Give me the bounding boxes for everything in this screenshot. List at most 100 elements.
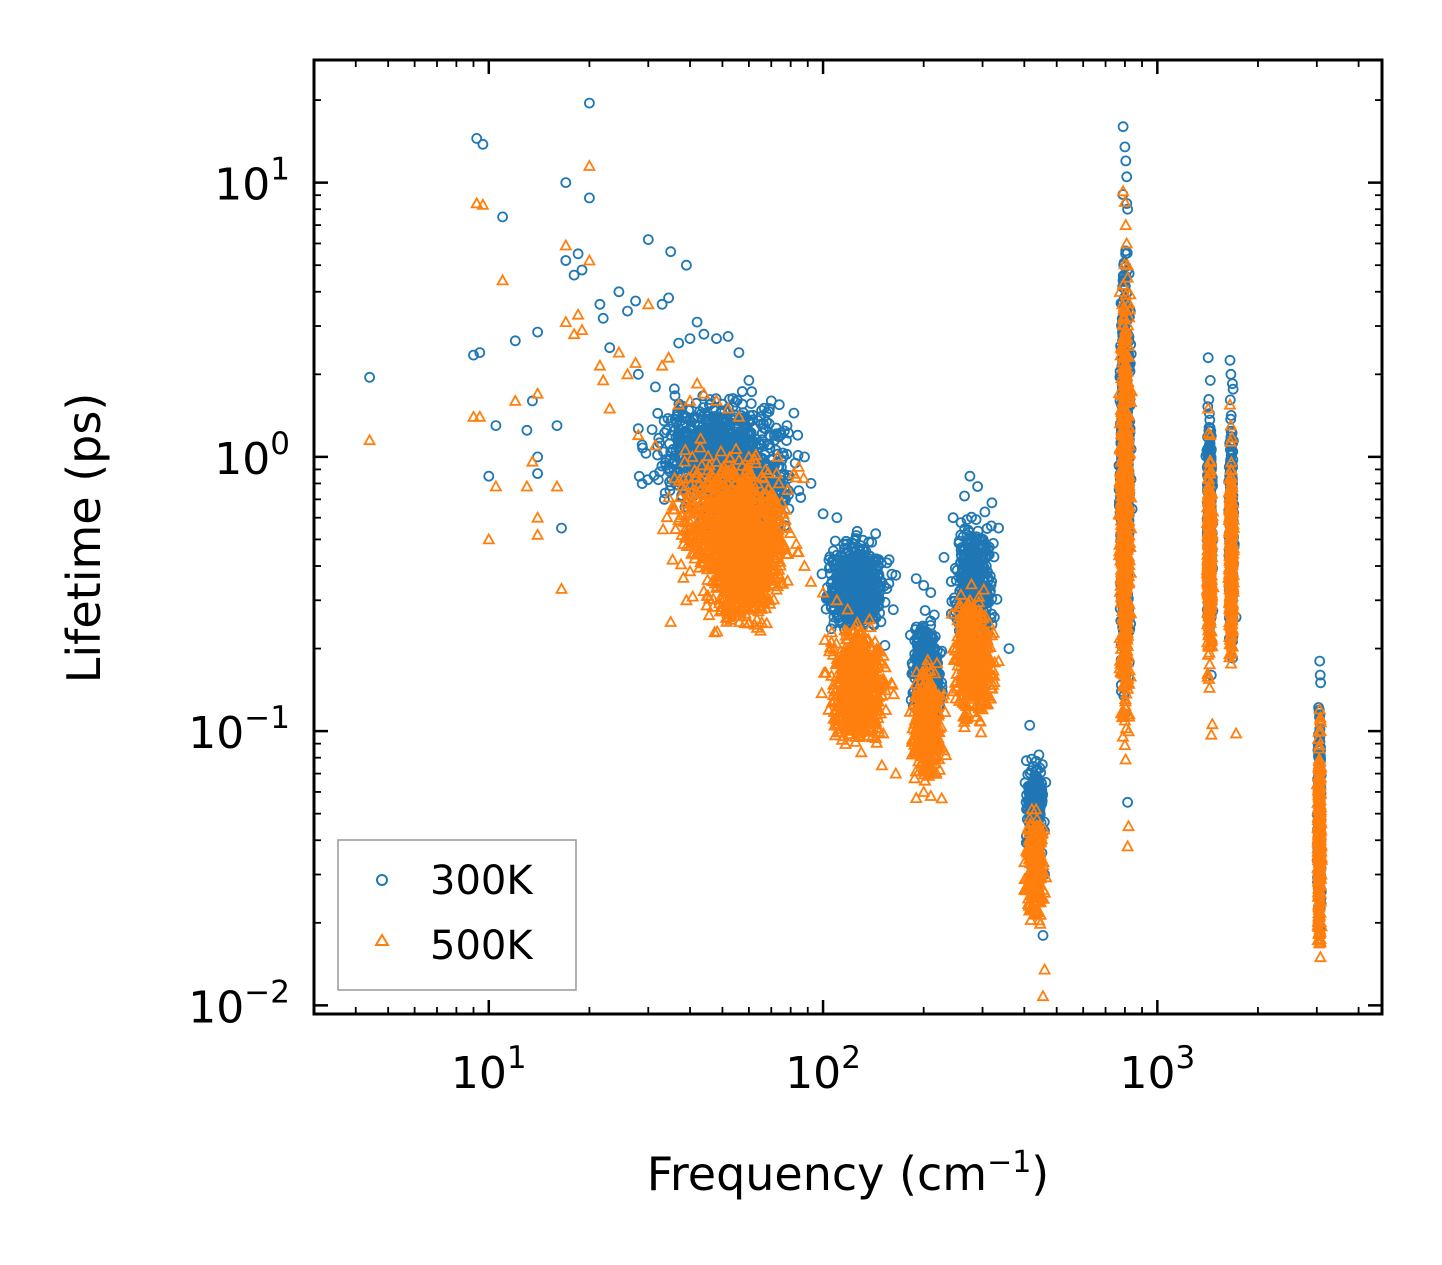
point-300K xyxy=(1203,425,1215,437)
point-300K xyxy=(965,550,977,561)
point-300K xyxy=(938,552,950,563)
point-300K xyxy=(988,551,1000,563)
point-300K xyxy=(764,438,775,450)
point-300K xyxy=(483,470,495,482)
point-300K xyxy=(829,535,841,547)
point-300K xyxy=(584,97,595,109)
point-300K xyxy=(716,436,728,448)
point-300K xyxy=(853,585,865,597)
point-300K xyxy=(1224,394,1236,406)
point-300K xyxy=(918,580,930,591)
point-300K xyxy=(1121,171,1133,183)
point-300K xyxy=(965,533,977,545)
point-300K xyxy=(490,420,502,432)
point-300K xyxy=(964,470,976,482)
point-300K xyxy=(1202,401,1214,413)
point-300K xyxy=(887,604,899,616)
point-300K xyxy=(691,453,702,465)
point-300K xyxy=(1122,796,1133,808)
point-300K xyxy=(795,492,807,503)
point-300K xyxy=(661,424,673,436)
point-300K xyxy=(698,328,710,340)
point-300K xyxy=(1019,777,1031,789)
point-300K xyxy=(1034,787,1046,799)
point-300K xyxy=(781,420,793,432)
point-300K xyxy=(632,368,644,380)
point-300K xyxy=(743,374,755,386)
point-300K xyxy=(1032,781,1044,793)
point-300K xyxy=(568,269,580,281)
point-300K xyxy=(665,246,677,258)
point-300K xyxy=(659,493,670,505)
point-300K xyxy=(532,468,543,479)
point-300K xyxy=(945,576,957,587)
point-300K xyxy=(673,337,685,349)
point-300K xyxy=(646,424,658,436)
point-300K xyxy=(972,481,983,492)
point-300K xyxy=(725,431,737,443)
point-300K xyxy=(509,335,521,347)
point-300K xyxy=(613,286,625,298)
point-300K xyxy=(858,560,869,572)
point-300K xyxy=(793,485,805,497)
point-300K xyxy=(521,424,533,436)
point-300K xyxy=(979,506,991,518)
point-300K xyxy=(966,511,977,523)
point-300K xyxy=(710,393,722,405)
point-300K xyxy=(993,522,1004,534)
point-300K xyxy=(828,617,840,629)
point-300K xyxy=(831,512,843,524)
point-300K xyxy=(551,420,563,432)
point-300K xyxy=(919,605,931,616)
point-300K xyxy=(701,447,713,459)
point-300K xyxy=(560,255,572,266)
point-300K xyxy=(873,554,885,565)
point-300K xyxy=(792,429,804,441)
point-300K xyxy=(640,447,652,459)
point-300K xyxy=(642,234,654,246)
point-300K xyxy=(1204,374,1216,386)
point-300K xyxy=(1225,368,1237,380)
point-300K xyxy=(1202,352,1214,364)
point-300K xyxy=(711,333,722,345)
point-300K xyxy=(1121,247,1133,259)
point-300K xyxy=(364,371,376,383)
point-300K xyxy=(859,573,871,585)
point-300K xyxy=(972,560,984,572)
point-300K xyxy=(560,177,572,189)
point-300K xyxy=(604,342,616,354)
point-300K xyxy=(856,591,868,603)
point-300K xyxy=(630,295,641,307)
point-300K xyxy=(817,508,829,520)
point-300K xyxy=(837,556,848,568)
point-300K xyxy=(851,525,863,537)
point-300K xyxy=(840,589,852,601)
point-300K xyxy=(876,576,888,588)
point-300K xyxy=(663,462,674,474)
point-300K xyxy=(962,564,973,576)
point-300K xyxy=(771,428,782,440)
point-300K xyxy=(532,326,543,338)
point-300K xyxy=(983,596,995,608)
point-300K xyxy=(733,347,745,359)
point-300K xyxy=(717,423,729,435)
point-300K xyxy=(722,330,734,342)
point-300K xyxy=(805,477,817,489)
point-300K xyxy=(825,623,837,635)
point-300K xyxy=(681,259,692,271)
point-300K xyxy=(622,305,633,317)
point-300K xyxy=(729,396,741,408)
point-300K xyxy=(957,554,969,566)
point-300K xyxy=(840,535,852,547)
point-300K xyxy=(825,595,837,607)
point-300K xyxy=(775,427,787,439)
point-300K xyxy=(756,404,767,416)
point-300K xyxy=(1120,155,1132,167)
data-series-layer xyxy=(363,97,1329,1002)
point-300K xyxy=(686,416,697,428)
point-300K xyxy=(1024,719,1036,731)
point-300K xyxy=(985,520,997,532)
point-300K xyxy=(636,478,648,490)
point-300K xyxy=(1021,755,1032,767)
